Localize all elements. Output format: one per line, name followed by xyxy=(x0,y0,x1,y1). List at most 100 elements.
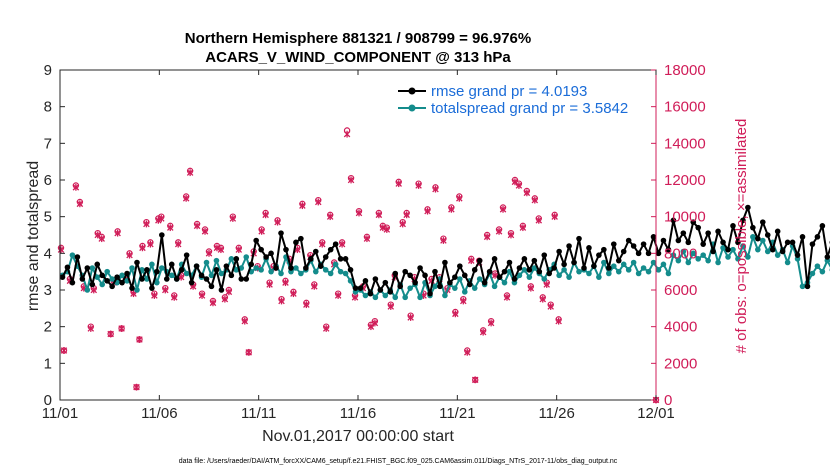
totalspread-point xyxy=(94,274,101,280)
rmse-point xyxy=(422,272,428,279)
totalspread-point xyxy=(491,283,498,290)
totalspread-line xyxy=(61,235,830,299)
totalspread-point xyxy=(615,268,622,275)
rmse-point xyxy=(168,261,175,268)
rmse-point xyxy=(119,279,125,286)
y-right-tick-label: 8000 xyxy=(664,245,697,262)
rmse-point xyxy=(685,239,692,246)
rmse-point xyxy=(228,272,235,279)
obs-assimilated-point xyxy=(209,299,217,307)
totalspread-point xyxy=(218,270,225,277)
rmse-point xyxy=(347,267,354,273)
obs-assimilated-point xyxy=(133,383,140,391)
rmse-point xyxy=(700,241,706,247)
obs-assimilated-point xyxy=(467,257,475,265)
x-tick-label: 11/16 xyxy=(340,405,376,422)
obs-assimilated-point xyxy=(278,297,285,305)
totalspread-point xyxy=(149,261,155,268)
rmse-point xyxy=(198,272,205,279)
rmse-point xyxy=(620,248,627,255)
obs-assimilated-point xyxy=(495,227,503,235)
obs-assimilated-point xyxy=(151,292,158,299)
rmse-point xyxy=(516,265,523,271)
obs-assimilated-point xyxy=(343,130,351,138)
rmse-point xyxy=(308,256,314,262)
rmse-point xyxy=(789,239,796,246)
rmse-point xyxy=(466,281,473,288)
totalspread-point xyxy=(134,287,140,293)
obs-assimilated-point xyxy=(311,282,318,290)
totalspread-point xyxy=(601,259,607,266)
rmse-point xyxy=(288,265,294,271)
rmse-point xyxy=(496,274,503,280)
y-left-tick-label: 3 xyxy=(44,282,52,299)
rmse-point xyxy=(625,237,632,244)
totalspread-point xyxy=(362,292,369,299)
obs-assimilated-point xyxy=(76,200,84,208)
y-right-tick-label: 18000 xyxy=(664,62,706,79)
obs-assimilated-point xyxy=(98,235,105,243)
rmse-point xyxy=(506,259,513,266)
totalspread-point xyxy=(332,261,339,268)
obs-assimilated-point xyxy=(158,215,165,222)
obs-assimilated-point xyxy=(139,244,146,252)
rmse-point xyxy=(476,257,483,264)
obs-assimilated-point xyxy=(193,222,201,230)
rmse-point xyxy=(740,217,746,224)
totalspread-point xyxy=(715,259,721,266)
y-axis-label-left: rmse and totalspread xyxy=(25,161,42,311)
rmse-point xyxy=(680,230,687,236)
obs-assimilated-point xyxy=(126,251,133,259)
obs-assimilated-point xyxy=(318,240,326,248)
totalspread-point xyxy=(809,270,816,277)
totalspread-point xyxy=(298,270,304,277)
obs-assimilated-point xyxy=(334,292,342,299)
rmse-point xyxy=(794,252,801,258)
totalspread-point xyxy=(730,246,736,253)
rmse-point xyxy=(635,250,642,257)
rmse-point xyxy=(218,287,225,293)
rmse-point xyxy=(591,263,597,269)
rmse-point xyxy=(382,279,389,286)
rmse-point xyxy=(457,263,463,269)
rmse-point xyxy=(526,267,533,273)
rmse-point xyxy=(59,274,66,280)
rmse-point xyxy=(163,276,170,282)
rmse-point xyxy=(372,276,379,282)
rmse-point xyxy=(114,274,120,280)
totalspread-point xyxy=(258,267,264,273)
obs-assimilated-point xyxy=(440,237,447,244)
obs-assimilated-point xyxy=(387,303,395,310)
totalspread-point xyxy=(725,254,731,260)
totalspread-point xyxy=(402,294,408,301)
totalspread-point xyxy=(183,270,190,277)
y-right-tick-label: 16000 xyxy=(664,99,706,116)
rmse-point xyxy=(342,256,349,262)
totalspread-point xyxy=(452,285,458,291)
rmse-point xyxy=(551,265,557,271)
rmse-point xyxy=(79,276,86,282)
rmse-point xyxy=(129,285,135,291)
obs-assimilated-point xyxy=(448,205,455,213)
totalspread-point xyxy=(372,294,379,301)
rmse-point xyxy=(715,228,721,235)
rmse-point xyxy=(298,235,304,242)
obs-assimilated-point xyxy=(299,202,306,210)
totalspread-point xyxy=(476,276,483,282)
rmse-point xyxy=(74,254,81,260)
rmse-point xyxy=(352,285,359,291)
obs-assimilated-point xyxy=(262,211,269,219)
rmse-point xyxy=(764,232,771,238)
rmse-point xyxy=(337,256,344,262)
totalspread-point xyxy=(561,267,567,273)
rmse-point xyxy=(273,265,279,271)
obs-assimilated-point xyxy=(241,317,249,325)
legend-marker-rmse xyxy=(408,87,416,95)
obs-assimilated-point xyxy=(507,231,515,239)
obs-assimilated-point xyxy=(155,216,162,224)
totalspread-point xyxy=(620,261,627,268)
obs-assimilated-point xyxy=(162,286,169,294)
obs-assimilated-point xyxy=(403,211,410,219)
y-right-tick-label: 6000 xyxy=(664,282,697,299)
plot-frame xyxy=(59,69,657,401)
